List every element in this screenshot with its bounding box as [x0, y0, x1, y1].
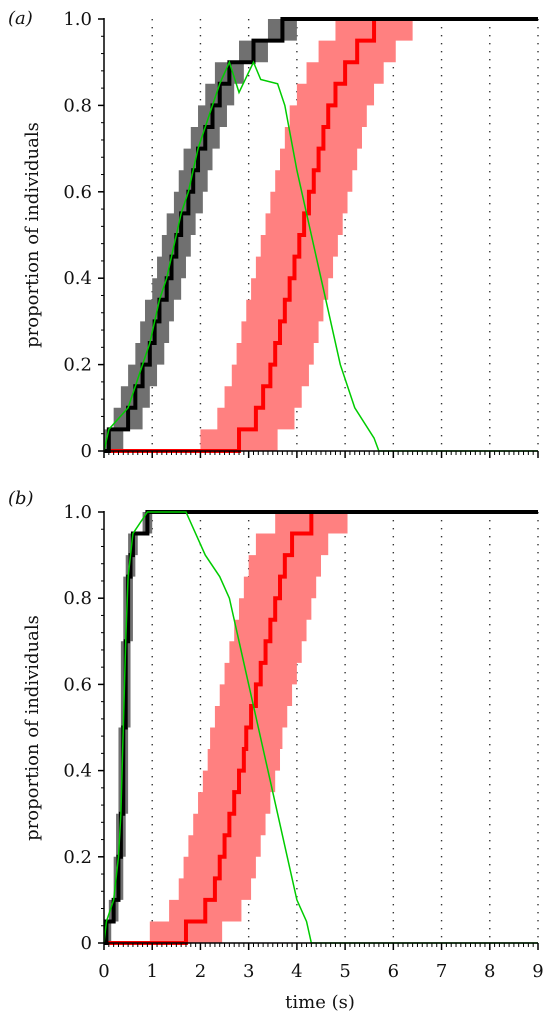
panel-a-bands [104, 19, 538, 451]
x-tick-label: 1 [146, 961, 157, 982]
y-axis-title-a: proportion of individuals [22, 122, 43, 348]
x-axis-title: time (s) [285, 992, 355, 1013]
y-tick-label: 0.6 [63, 674, 92, 695]
panel-a-lines [103, 17, 538, 453]
panel-b-label: (b) [8, 488, 34, 509]
x-tick-label: 3 [243, 961, 254, 982]
y-tick-label: 0.8 [63, 95, 92, 116]
panel-b-axes: 0 0.2 0.4 0.6 0.8 1.0 0 1 2 3 4 5 6 7 8 9 [63, 502, 543, 982]
y-tick-label: 0.8 [63, 588, 92, 609]
x-tick-label: 6 [388, 961, 399, 982]
panel-a: (a) 0 0.2 0.4 0.6 0.8 1.0 [8, 8, 539, 462]
panel-b: (b) 0 0.2 0.4 0.6 0.8 1.0 0 1 2 3 4 5 6 7 8 9 [8, 488, 544, 982]
y-axis-title-b: proportion of individuals [22, 615, 43, 841]
y-tick-label: 0.2 [63, 355, 92, 376]
x-tick-label: 2 [195, 961, 206, 982]
y-tick-label: 0 [81, 441, 92, 462]
red-series-line [104, 510, 538, 945]
y-tick-label: 0.2 [63, 847, 92, 868]
black-series-line [104, 510, 538, 945]
x-tick-label: 8 [484, 961, 495, 982]
y-tick-label: 0.6 [63, 182, 92, 203]
x-tick-label: 4 [291, 961, 302, 982]
x-tick-label: 5 [339, 961, 350, 982]
green-series-line [103, 60, 538, 452]
panel-b-bands [104, 512, 538, 943]
panel-a-axes: 0 0.2 0.4 0.6 0.8 1.0 [63, 9, 539, 462]
black-series-line [104, 17, 538, 453]
y-tick-label: 1.0 [63, 9, 92, 30]
red-series-line [104, 17, 538, 453]
panel-b-lines [103, 510, 538, 945]
red-uncertainty-band [104, 19, 538, 451]
y-tick-label: 0 [81, 933, 92, 954]
panel-a-label: (a) [8, 8, 33, 29]
x-tick-label: 9 [532, 961, 543, 982]
x-tick-label: 7 [436, 961, 447, 982]
y-tick-label: 0.4 [63, 761, 92, 782]
green-series-line [103, 511, 538, 944]
y-tick-label: 1.0 [63, 502, 92, 523]
red-uncertainty-band [104, 512, 538, 943]
y-tick-label: 0.4 [63, 268, 92, 289]
x-tick-label: 0 [98, 961, 109, 982]
